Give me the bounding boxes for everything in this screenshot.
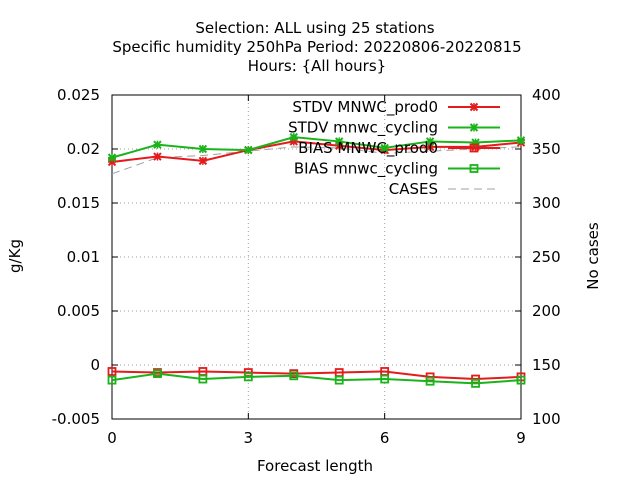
y-tick-label: 0.025 xyxy=(57,86,100,104)
y-tick-label: 0.01 xyxy=(67,248,100,266)
title-line-3: Hours: {All hours} xyxy=(248,57,386,75)
y-tick-label: 0.015 xyxy=(57,194,100,212)
data-point-x xyxy=(153,140,162,149)
data-point-square xyxy=(243,372,253,382)
series-line xyxy=(111,140,522,163)
y2-tick-label: 200 xyxy=(532,302,561,320)
legend-label: STDV mnwc_cycling xyxy=(288,119,438,138)
data-point-square xyxy=(469,164,479,173)
data-point-x xyxy=(107,153,117,162)
data-point-square xyxy=(425,376,435,386)
y2-tick-label: 150 xyxy=(532,356,561,374)
series-layer xyxy=(107,132,526,388)
data-point-square xyxy=(380,374,390,384)
data-point-x xyxy=(335,137,344,146)
data-point-square xyxy=(107,367,117,376)
title-line-2: Specific humidity 250hPa Period: 2022080… xyxy=(112,38,521,56)
x-tick-label: 9 xyxy=(516,429,526,447)
y-axis-label: g/Kg xyxy=(6,239,24,273)
legend-entry: STDV mnwc_cycling xyxy=(288,119,500,138)
y-axis-ticks: -0.005 0 0.005 0.01 0.015 0.02 0.025 xyxy=(52,86,118,428)
data-point-square xyxy=(107,375,117,385)
series-line xyxy=(111,136,522,159)
y2-tick-label: 100 xyxy=(532,410,561,428)
data-point-x xyxy=(469,102,479,112)
series-bias-mnwc-cycling xyxy=(107,369,526,388)
data-point-square xyxy=(334,375,344,385)
y2-tick-label: 400 xyxy=(532,86,561,104)
x-axis-ticks: 0 3 6 9 xyxy=(107,95,526,447)
data-point-x xyxy=(516,136,526,145)
data-point-x xyxy=(198,156,208,166)
title-line-1: Selection: ALL using 25 stations xyxy=(195,19,434,37)
data-point-x xyxy=(244,145,253,155)
series-cases xyxy=(111,146,522,175)
data-point-x xyxy=(469,123,479,132)
y2-axis-ticks: 100 150 200 250 300 350 400 xyxy=(515,86,561,428)
data-point-square xyxy=(153,369,162,379)
data-point-x xyxy=(153,152,162,161)
y2-tick-label: 250 xyxy=(532,248,561,266)
data-point-x xyxy=(289,132,298,142)
data-point-x xyxy=(425,137,435,146)
legend-label: BIAS mnwc_cycling xyxy=(294,160,438,179)
x-axis-label: Forecast length xyxy=(257,457,373,475)
x-tick-label: 6 xyxy=(380,429,390,447)
legend-entry: BIAS MNWC_prod0 xyxy=(298,139,500,158)
y2-axis-label: No cases xyxy=(584,222,602,290)
x-tick-label: 0 xyxy=(107,429,117,447)
y-tick-label: 0.005 xyxy=(57,302,100,320)
y2-tick-label: 300 xyxy=(532,194,561,212)
series-stdv-mnwc-cycling xyxy=(107,132,526,162)
series-line xyxy=(111,146,522,175)
data-point-square xyxy=(471,378,480,388)
legend-label: BIAS MNWC_prod0 xyxy=(298,139,438,158)
y2-tick-label: 350 xyxy=(532,140,561,158)
series-line xyxy=(111,372,522,385)
data-point-x xyxy=(380,143,389,153)
x-tick-label: 3 xyxy=(244,429,254,447)
legend-entry: STDV MNWC_prod0 xyxy=(292,98,500,117)
legend-entry: CASES xyxy=(389,180,500,198)
y-tick-label: -0.005 xyxy=(52,410,100,428)
data-point-square xyxy=(516,375,526,385)
data-point-square xyxy=(198,374,208,384)
data-point-square xyxy=(289,371,299,381)
legend-label: STDV MNWC_prod0 xyxy=(292,98,438,117)
chart-title: Selection: ALL using 25 stations Specifi… xyxy=(112,19,521,75)
grid xyxy=(112,95,521,419)
y-tick-label: 0 xyxy=(90,356,100,374)
series-line xyxy=(111,370,522,381)
legend-entry: BIAS mnwc_cycling xyxy=(294,160,500,179)
data-point-x xyxy=(198,144,208,154)
legend-label: CASES xyxy=(389,180,438,198)
data-point-square xyxy=(469,143,479,153)
y-tick-label: 0.02 xyxy=(67,140,100,158)
